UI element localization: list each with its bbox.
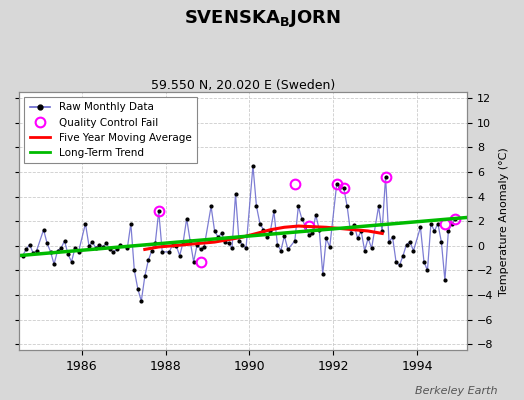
- Y-axis label: Temperature Anomaly (°C): Temperature Anomaly (°C): [499, 147, 509, 296]
- Title: 59.550 N, 20.020 E (Sweden): 59.550 N, 20.020 E (Sweden): [151, 79, 335, 92]
- Legend: Raw Monthly Data, Quality Control Fail, Five Year Moving Average, Long-Term Tren: Raw Monthly Data, Quality Control Fail, …: [25, 97, 196, 163]
- Text: SVENSKA$_\mathregular{B}$JORN: SVENSKA$_\mathregular{B}$JORN: [184, 8, 340, 29]
- Text: Berkeley Earth: Berkeley Earth: [416, 386, 498, 396]
